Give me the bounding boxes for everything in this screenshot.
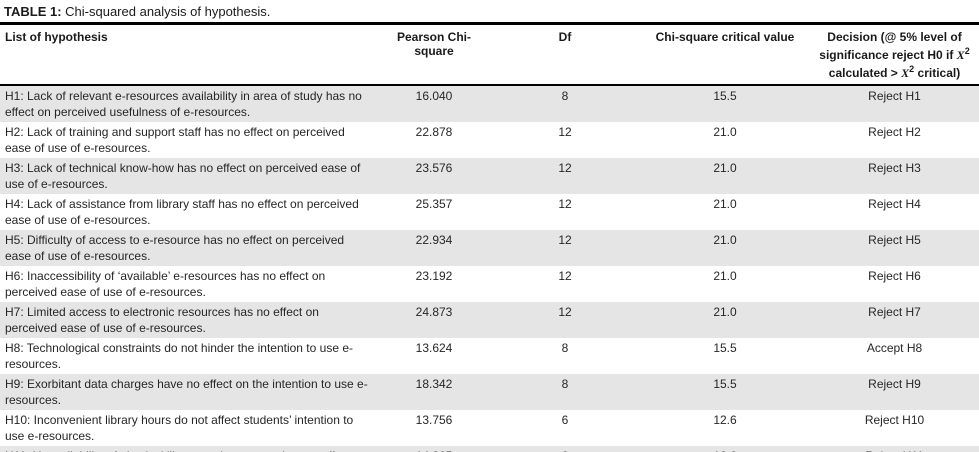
critical-cell: 15.5: [713, 377, 737, 391]
col-header-decision: Decision (@ 5% level of significance reje…: [810, 25, 979, 86]
pearson-cell: 23.192: [415, 269, 453, 283]
table-row: H1: Lack of relevant e-resources availab…: [0, 85, 979, 122]
decision-cell: Reject H7: [868, 305, 921, 319]
critical-cell: 21.0: [713, 233, 737, 247]
table-row: H7: Limited access to electronic resourc…: [0, 302, 979, 338]
decision-header-line3-end: critical): [914, 66, 961, 80]
table-title-label: TABLE 1:: [4, 4, 62, 19]
table-row: H4: Lack of assistance from library staf…: [0, 194, 979, 230]
df-cell: 12: [558, 233, 572, 247]
hypothesis-cell: H4: Lack of assistance from library staf…: [5, 197, 359, 227]
chi-square-table: List of hypothesis Pearson Chi-square Df…: [0, 25, 979, 452]
decision-cell: Reject H1: [868, 89, 921, 103]
df-cell: 12: [558, 125, 572, 139]
critical-cell: 15.5: [713, 341, 737, 355]
decision-cell: Reject H4: [868, 197, 921, 211]
pearson-cell: 14.365: [378, 446, 490, 452]
critical-cell: 21.0: [713, 197, 737, 211]
pearson-cell: 22.934: [415, 233, 453, 247]
df-cell: 12: [558, 305, 572, 319]
df-cell: 12: [558, 197, 572, 211]
hypothesis-cell: H2: Lack of training and support staff h…: [5, 125, 345, 155]
df-cell: 12: [558, 161, 572, 175]
table-header-row: List of hypothesis Pearson Chi-square Df…: [0, 25, 979, 86]
df-cell: 6: [561, 413, 569, 427]
pearson-cell: 23.576: [415, 161, 453, 175]
pearson-cell: 16.040: [415, 89, 453, 103]
df-cell: 8: [561, 89, 569, 103]
df-cell: 8: [561, 341, 569, 355]
decision-cell: Reject H10: [864, 413, 925, 427]
hypothesis-cell: H3: Lack of technical know-how has no ef…: [5, 161, 361, 191]
critical-cell: 21.0: [713, 269, 737, 283]
pearson-cell: 24.873: [415, 305, 453, 319]
critical-cell: 21.0: [713, 305, 737, 319]
decision-header-line1: Decision (@ 5% level of: [827, 30, 962, 44]
pearson-cell: 25.357: [415, 197, 453, 211]
pearson-cell: 13.624: [415, 341, 453, 355]
col-header-hypothesis: List of hypothesis: [0, 25, 378, 86]
chi-exponent: 2: [964, 46, 970, 56]
table-row: H2: Lack of training and support staff h…: [0, 122, 979, 158]
col-header-critical: Chi-square critical value: [640, 25, 810, 86]
table-row: H9: Exorbitant data charges have no effe…: [0, 374, 979, 410]
hypothesis-cell: H5: Difficulty of access to e-resource h…: [5, 233, 345, 263]
decision-cell: Reject H5: [868, 233, 921, 247]
df-cell: 12: [558, 269, 572, 283]
chi-symbol: X: [901, 66, 910, 80]
pearson-cell: 22.878: [415, 125, 453, 139]
table-row: H8: Technological constraints do not hin…: [0, 338, 979, 374]
decision-header-line3: calculated >: [828, 66, 902, 80]
pearson-cell: 13.756: [415, 413, 453, 427]
critical-cell: 21.0: [713, 161, 737, 175]
decision-cell: Reject H9: [868, 377, 921, 391]
hypothesis-cell: H6: Inaccessibility of ‘available’ e-res…: [5, 269, 326, 299]
hypothesis-cell: H7: Limited access to electronic resourc…: [5, 305, 319, 335]
col-header-pearson: Pearson Chi-square: [378, 25, 490, 86]
df-cell: 6: [490, 446, 640, 452]
decision-cell: Reject H3: [868, 161, 921, 175]
hypothesis-cell: H10: Inconvenient library hours do not a…: [5, 413, 354, 443]
table-title: TABLE 1: Chi-squared analysis of hypothe…: [0, 0, 979, 25]
decision-cell: Reject H11: [810, 446, 979, 452]
table-row: H3: Lack of technical know-how has no ef…: [0, 158, 979, 194]
critical-cell: 12.6: [640, 446, 810, 452]
decision-cell: Reject H6: [868, 269, 921, 283]
critical-cell: 15.5: [713, 89, 737, 103]
hypothesis-cell: H9: Exorbitant data charges have no effe…: [5, 377, 368, 407]
table-row: H11: Unavailability of physical library …: [0, 446, 979, 452]
decision-cell: Accept H8: [866, 341, 923, 355]
col-header-df: Df: [490, 25, 640, 86]
chi-exponent: 2: [909, 64, 915, 74]
pearson-cell: 18.342: [415, 377, 453, 391]
hypothesis-cell: H11: Unavailability of physical library …: [0, 446, 378, 452]
decision-cell: Reject H2: [868, 125, 921, 139]
table-row: H10: Inconvenient library hours do not a…: [0, 410, 979, 446]
hypothesis-cell: H8: Technological constraints do not hin…: [5, 341, 353, 371]
hypothesis-cell: H1: Lack of relevant e-resources availab…: [5, 89, 362, 119]
table-row: H6: Inaccessibility of ‘available’ e-res…: [0, 266, 979, 302]
critical-cell: 12.6: [713, 413, 737, 427]
table-row: H5: Difficulty of access to e-resource h…: [0, 230, 979, 266]
decision-header-line2: significance reject H0 if: [819, 48, 957, 62]
critical-cell: 21.0: [713, 125, 737, 139]
df-cell: 8: [561, 377, 569, 391]
table-title-text: Chi-squared analysis of hypothesis.: [61, 4, 271, 19]
chi-symbol: X: [956, 48, 965, 62]
